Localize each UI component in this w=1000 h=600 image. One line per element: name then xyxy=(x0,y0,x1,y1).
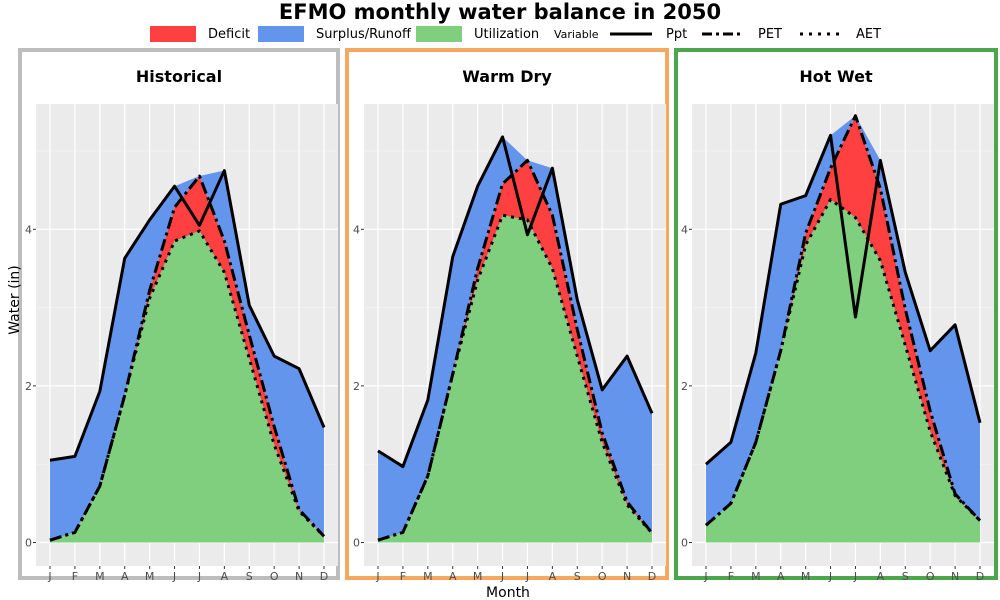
legend-line-ppt xyxy=(610,32,652,36)
x-tick-label: J xyxy=(828,570,832,583)
x-tick-label: A xyxy=(877,570,885,583)
line-pet-historical xyxy=(49,174,326,542)
x-tick-label: N xyxy=(623,570,631,583)
x-tick-label: M xyxy=(423,570,433,583)
x-tick-label: O xyxy=(598,570,607,583)
area-surplus-historical xyxy=(50,170,324,541)
x-tick-label: N xyxy=(951,570,959,583)
x-tick-label: M xyxy=(801,570,811,583)
legend-item-pet: PET xyxy=(700,24,782,44)
x-tick-label: J xyxy=(500,570,504,583)
x-tick-label: J xyxy=(197,570,201,583)
x-tick-label: M xyxy=(751,570,761,583)
chart-title: EFMO monthly water balance in 2050 xyxy=(278,0,722,24)
x-tick-label: A xyxy=(449,570,457,583)
x-tick-label: M xyxy=(95,570,105,583)
y-tick-label: 0 xyxy=(25,537,32,550)
x-tick-label: D xyxy=(648,570,656,583)
panel-title-hot-wet: Hot Wet xyxy=(799,67,873,86)
y-tick-label: 4 xyxy=(25,223,32,236)
x-tick-label: S xyxy=(574,570,581,583)
legend-swatch-surplus xyxy=(258,26,304,42)
x-tick-label: O xyxy=(926,570,935,583)
legend-item-ppt: Ppt xyxy=(608,24,687,44)
legend-line-aet xyxy=(800,32,842,36)
legend-swatch-deficit xyxy=(150,26,196,42)
x-tick-label: M xyxy=(145,570,155,583)
line-ppt-hot-wet xyxy=(705,133,982,466)
line-aet-hot-wet xyxy=(705,198,982,527)
x-tick-label: J xyxy=(525,570,529,583)
line-ppt-historical xyxy=(49,169,326,462)
panel-warm-dry: Warm Dry 0 2 4 J F M A M J J A S O N D xyxy=(345,48,669,583)
legend-item-aet: AET xyxy=(798,24,881,44)
legend: Deficit Surplus/Runoff Utilization Varia… xyxy=(0,24,1000,46)
area-deficit-hot-wet xyxy=(706,115,980,526)
area-utilization-hot-wet xyxy=(706,199,980,543)
area-deficit-historical xyxy=(50,176,324,541)
legend-label-utilization: Utilization xyxy=(474,26,540,42)
legend-swatch-utilization xyxy=(416,26,462,42)
legend-item-utilization: Utilization xyxy=(416,24,539,44)
legend-line-pet xyxy=(702,32,744,36)
x-tick-label: J xyxy=(375,570,379,583)
panel-historical: Historical 0 2 4 J F M A M J J A S O N D xyxy=(18,48,340,583)
x-tick-label: A xyxy=(121,570,129,583)
y-tick-label: 2 xyxy=(681,380,688,393)
x-tick-label: F xyxy=(728,570,734,583)
x-tick-label: F xyxy=(72,570,78,583)
area-surplus-warm-dry xyxy=(378,136,652,541)
x-tick-label: N xyxy=(295,570,303,583)
y-tick-label: 0 xyxy=(681,537,688,550)
x-tick-label: D xyxy=(976,570,984,583)
panel-title-warm-dry: Warm Dry xyxy=(462,67,552,86)
x-tick-label: A xyxy=(549,570,557,583)
y-tick-label: 2 xyxy=(353,380,360,393)
x-tick-label: J xyxy=(703,570,707,583)
legend-label-ppt: Ppt xyxy=(666,26,688,42)
panel-hot-wet: Hot Wet 0 2 4 J F M A M J J A S O N D xyxy=(674,48,998,583)
legend-variable-title: Variable xyxy=(554,27,599,41)
legend-label-aet: AET xyxy=(856,26,882,42)
x-tick-label: A xyxy=(221,570,229,583)
y-tick-label: 0 xyxy=(353,537,360,550)
x-tick-label: M xyxy=(473,570,483,583)
line-ppt-warm-dry xyxy=(377,135,654,469)
y-tick-label: 4 xyxy=(681,223,688,236)
legend-label-pet: PET xyxy=(758,26,782,42)
y-axis-title: Water (in) xyxy=(7,265,23,335)
x-tick-label: A xyxy=(777,570,785,583)
x-tick-label: F xyxy=(400,570,406,583)
x-tick-label: J xyxy=(172,570,176,583)
line-pet-hot-wet xyxy=(705,114,982,527)
x-tick-label: J xyxy=(47,570,51,583)
legend-item-surplus: Surplus/Runoff xyxy=(258,24,411,44)
x-axis-title: Month xyxy=(486,585,530,600)
x-tick-label: J xyxy=(853,570,857,583)
x-tick-label: S xyxy=(246,570,253,583)
legend-item-deficit: Deficit xyxy=(150,24,250,44)
x-tick-label: O xyxy=(270,570,279,583)
line-pet-warm-dry xyxy=(377,158,654,542)
legend-label-surplus: Surplus/Runoff xyxy=(316,26,411,42)
legend-label-deficit: Deficit xyxy=(208,26,251,42)
y-tick-label: 2 xyxy=(25,380,32,393)
y-tick-label: 4 xyxy=(353,223,360,236)
area-utilization-warm-dry xyxy=(378,215,652,543)
x-tick-label: D xyxy=(320,570,328,583)
x-tick-label: S xyxy=(902,570,909,583)
panel-title-historical: Historical xyxy=(136,67,222,86)
line-aet-historical xyxy=(49,229,326,542)
area-utilization-historical xyxy=(50,230,324,543)
